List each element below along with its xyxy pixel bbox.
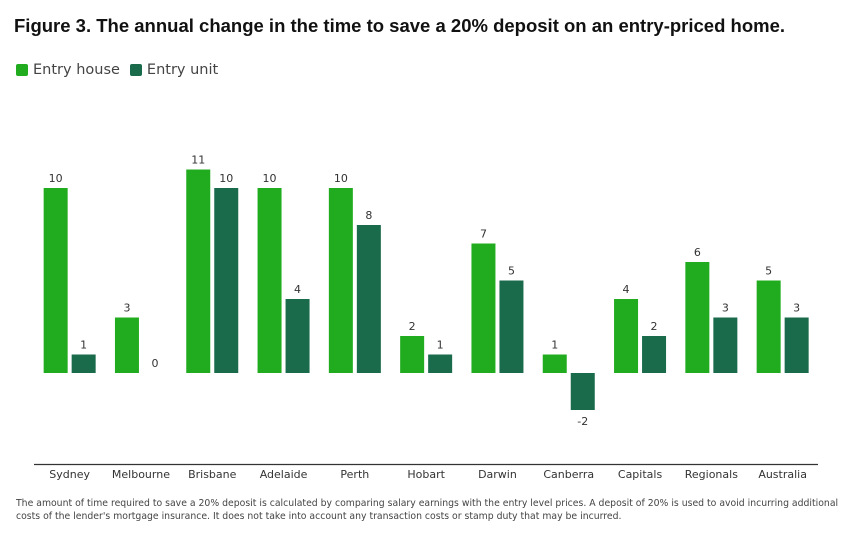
data-label-hobart-entry-unit: 1 <box>437 339 444 352</box>
bar-canberra-entry-house[interactable] <box>542 354 567 374</box>
data-labels-layer: 10 1 3 0 11 10 10 4 10 8 2 1 7 5 1 -2 4 2 6 3 5 3 <box>49 154 801 429</box>
chart-title: Figure 3. The annual change in the time … <box>14 15 786 36</box>
bar-capitals-entry-unit[interactable] <box>642 336 667 373</box>
bar-perth-entry-house[interactable] <box>328 188 353 373</box>
x-tick-label-capitals: Capitals <box>618 468 663 481</box>
bar-australia-entry-house[interactable] <box>756 280 781 374</box>
data-label-perth-entry-unit: 8 <box>365 209 372 222</box>
x-tick-label-brisbane: Brisbane <box>188 468 237 481</box>
legend-swatch-entry-unit <box>129 64 142 76</box>
bar-brisbane-entry-unit[interactable] <box>214 188 239 373</box>
bar-capitals-entry-house[interactable] <box>614 299 639 373</box>
x-tick-label-hobart: Hobart <box>407 468 445 481</box>
x-tick-labels-layer: Sydney Melbourne Brisbane Adelaide Perth Hoba… <box>49 468 807 481</box>
bar-regionals-entry-house[interactable] <box>685 262 710 373</box>
data-label-capitals-entry-house: 4 <box>623 283 630 296</box>
bars-layer <box>43 169 809 410</box>
x-tick-label-melbourne: Melbourne <box>112 468 170 481</box>
data-label-capitals-entry-unit: 2 <box>651 320 658 333</box>
legend-swatch-entry-house <box>16 64 28 76</box>
legend-label-entry-unit: Entry unit <box>146 62 219 78</box>
data-label-melbourne-entry-house: 3 <box>123 302 130 315</box>
bar-canberra-entry-unit[interactable] <box>570 373 595 410</box>
x-tick-label-australia: Australia <box>758 468 807 481</box>
data-label-canberra-entry-house: 1 <box>551 339 558 352</box>
data-label-darwin-entry-house: 7 <box>480 228 487 241</box>
data-label-australia-entry-house: 5 <box>765 265 772 278</box>
bar-darwin-entry-unit[interactable] <box>499 280 524 374</box>
bar-sydney-entry-unit[interactable] <box>71 354 96 374</box>
x-tick-label-perth: Perth <box>340 468 369 481</box>
bar-hobart-entry-unit[interactable] <box>428 354 453 374</box>
data-label-sydney-entry-house: 10 <box>49 172 63 185</box>
bar-perth-entry-unit[interactable] <box>356 225 381 373</box>
legend-label-entry-house: Entry house <box>33 62 120 78</box>
data-label-regionals-entry-unit: 3 <box>722 302 729 315</box>
data-label-canberra-entry-unit: -2 <box>577 415 588 428</box>
data-label-perth-entry-house: 10 <box>334 172 348 185</box>
x-tick-label-adelaide: Adelaide <box>260 468 308 481</box>
footnote: The amount of time required to save a 20… <box>16 498 839 522</box>
x-tick-label-darwin: Darwin <box>478 468 517 481</box>
bar-hobart-entry-house[interactable] <box>400 336 425 373</box>
bar-adelaide-entry-house[interactable] <box>257 188 282 373</box>
data-label-brisbane-entry-unit: 10 <box>219 172 233 185</box>
legend: Entry house Entry unit <box>16 62 228 78</box>
x-tick-label-sydney: Sydney <box>49 468 90 481</box>
data-label-australia-entry-unit: 3 <box>793 302 800 315</box>
data-label-regionals-entry-house: 6 <box>694 246 701 259</box>
legend-item-entry-unit[interactable]: Entry unit <box>129 62 219 78</box>
data-label-melbourne-entry-unit: 0 <box>151 357 158 370</box>
x-tick-label-canberra: Canberra <box>543 468 594 481</box>
data-label-hobart-entry-house: 2 <box>409 320 416 333</box>
legend-item-entry-house[interactable]: Entry house <box>16 62 120 78</box>
bar-darwin-entry-house[interactable] <box>471 243 496 374</box>
data-label-adelaide-entry-unit: 4 <box>294 283 301 296</box>
x-tick-label-regionals: Regionals <box>685 468 738 481</box>
data-label-sydney-entry-unit: 1 <box>80 339 87 352</box>
bar-adelaide-entry-unit[interactable] <box>285 299 310 373</box>
data-label-adelaide-entry-house: 10 <box>263 172 277 185</box>
data-label-darwin-entry-unit: 5 <box>508 265 515 278</box>
bar-melbourne-entry-house[interactable] <box>114 317 139 374</box>
bar-sydney-entry-house[interactable] <box>43 188 68 373</box>
bar-brisbane-entry-house[interactable] <box>186 169 211 374</box>
bar-regionals-entry-unit[interactable] <box>713 317 738 374</box>
bar-australia-entry-unit[interactable] <box>784 317 809 374</box>
data-label-brisbane-entry-house: 11 <box>191 154 205 167</box>
